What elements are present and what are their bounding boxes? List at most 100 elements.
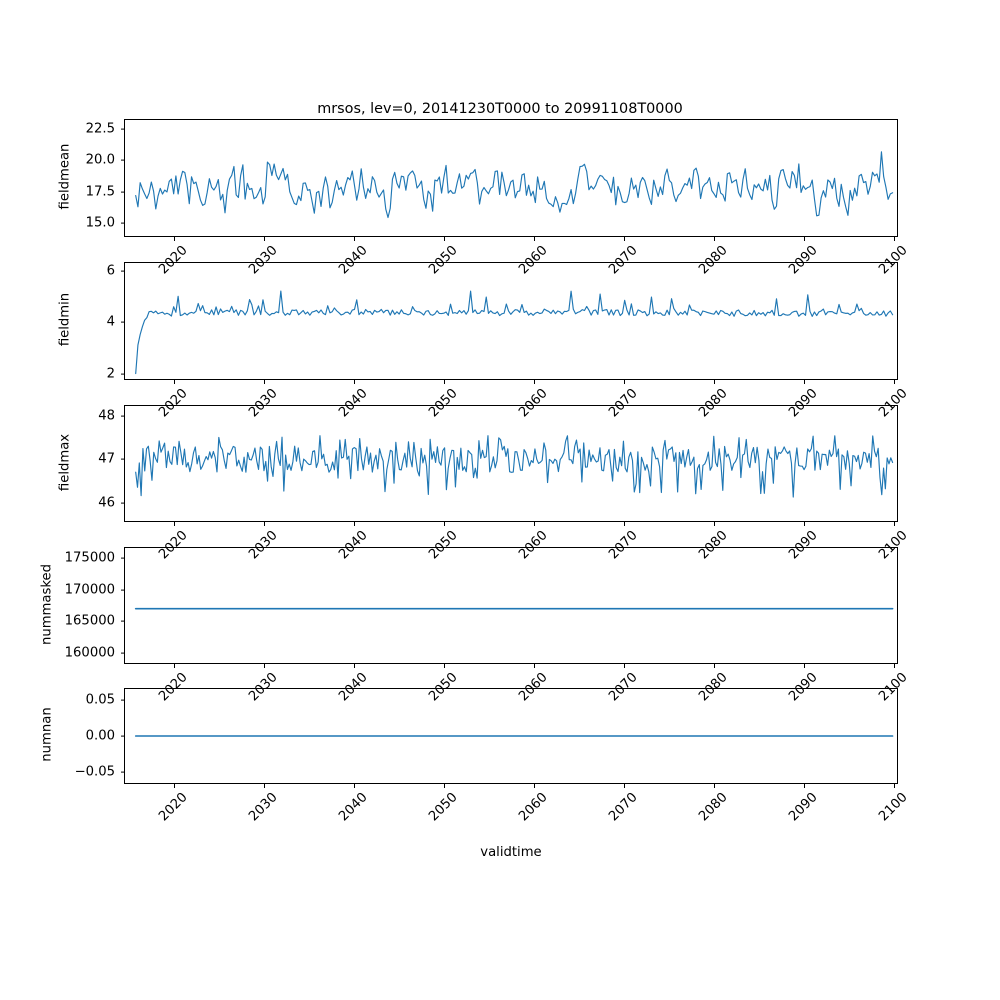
x-tick-mark-4-7 [803,784,805,788]
x-tick-mark-2-3 [443,522,445,526]
chart-title: mrsos, lev=0, 20141230T0000 to 20991108T… [317,101,683,117]
x-tick-mark-2-7 [803,522,805,526]
x-tick-mark-2-0 [173,522,175,526]
x-tick-mark-3-2 [353,664,355,668]
y-tick-mark-fieldmax-0 [120,502,124,503]
data-line-fieldmax [135,435,894,498]
x-tick-mark-1-3 [443,380,445,384]
y-tick-label-numnan-0: −0.05 [74,764,115,780]
x-tick-mark-0-3 [443,237,445,241]
axes-frame-fieldmin [124,262,898,380]
y-tick-label-nummasked-1: 165000 [64,613,115,629]
x-tick-mark-1-6 [713,380,715,384]
x-tick-mark-1-0 [173,380,175,384]
y-tick-label-fieldmin-0: 2 [106,366,115,382]
x-tick-mark-4-3 [443,784,445,788]
y-axis-label-fieldmean: fieldmean [57,143,73,210]
y-tick-label-fieldmin-2: 6 [106,263,115,279]
x-tick-mark-4-5 [623,784,625,788]
y-tick-label-numnan-2: 0.05 [85,692,115,708]
y-tick-mark-fieldmax-1 [120,458,124,460]
data-line-fieldmean [135,151,894,219]
y-tick-label-fieldmax-1: 47 [98,451,115,467]
x-tick-mark-4-8 [893,784,895,788]
x-tick-mark-4-0 [173,784,175,788]
y-tick-label-fieldmean-0: 15.0 [85,215,115,231]
y-tick-label-nummasked-2: 170000 [64,582,115,598]
x-tick-mark-1-4 [533,380,535,384]
y-tick-mark-numnan-1 [120,735,124,737]
x-tick-mark-3-1 [263,664,265,668]
x-tick-mark-1-1 [263,380,265,384]
y-axis-label-nummasked: nummasked [39,563,55,645]
y-tick-mark-nummasked-0 [120,652,124,654]
y-tick-mark-fieldmean-0 [120,222,124,224]
x-tick-mark-3-0 [173,664,175,668]
x-tick-mark-3-7 [803,664,805,668]
x-tick-mark-3-4 [533,664,535,668]
axes-frame-fieldmax [124,405,898,522]
x-tick-mark-0-1 [263,237,265,241]
y-tick-mark-fieldmin-1 [120,321,124,323]
y-tick-mark-fieldmin-0 [120,373,124,374]
x-tick-mark-3-8 [893,664,895,668]
axes-frame-nummasked [124,547,898,664]
x-tick-mark-2-4 [533,522,535,526]
y-tick-mark-nummasked-3 [120,557,124,559]
plot-canvas-fieldmin [135,290,894,375]
x-tick-mark-0-4 [533,237,535,241]
x-tick-mark-2-5 [623,522,625,526]
x-tick-mark-4-1 [263,784,265,788]
plot-canvas-fieldmean [135,151,894,219]
x-tick-mark-1-7 [803,380,805,384]
x-tick-mark-0-5 [623,237,625,241]
x-tick-mark-0-8 [893,237,895,241]
x-tick-mark-3-6 [713,664,715,668]
y-tick-label-nummasked-3: 175000 [64,550,115,566]
y-tick-label-fieldmax-0: 46 [98,495,115,510]
y-tick-label-nummasked-0: 160000 [64,645,115,661]
data-line-fieldmin [135,290,894,375]
y-tick-label-fieldmin-1: 4 [106,314,115,330]
x-tick-mark-3-5 [623,664,625,668]
x-axis-label: validtime [480,845,542,860]
x-tick-mark-2-8 [893,522,895,526]
y-tick-label-numnan-1: 0.00 [85,728,115,744]
x-tick-mark-4-2 [353,784,355,788]
x-tick-mark-0-0 [173,237,175,241]
y-tick-mark-nummasked-2 [120,589,124,591]
y-axis-label-numnan: numnan [39,707,55,762]
plot-canvas-nummasked [134,607,894,610]
x-tick-mark-1-8 [893,380,895,384]
y-tick-label-fieldmean-1: 17.5 [85,184,115,200]
y-tick-mark-numnan-2 [120,699,124,701]
y-tick-mark-fieldmean-2 [120,160,124,161]
plot-canvas-fieldmax [135,435,894,498]
x-tick-mark-0-6 [713,237,715,241]
plot-canvas-numnan [134,735,894,737]
x-tick-mark-0-7 [803,237,805,241]
y-tick-mark-fieldmean-3 [120,128,124,130]
subplot-numnan [124,688,898,784]
y-tick-label-fieldmax-2: 48 [98,408,115,424]
y-tick-mark-nummasked-1 [120,620,124,622]
y-tick-mark-numnan-0 [120,771,124,773]
axes-frame-fieldmean [124,119,898,237]
subplot-fieldmax [124,405,898,522]
y-tick-mark-fieldmax-2 [120,415,124,417]
y-axis-label-fieldmax: fieldmax [57,433,73,491]
subplot-fieldmin [124,262,898,380]
y-tick-mark-fieldmin-2 [120,270,124,272]
y-tick-label-fieldmean-3: 22.5 [85,121,115,137]
x-tick-mark-2-1 [263,522,265,526]
x-tick-mark-4-6 [713,784,715,788]
x-tick-mark-0-2 [353,237,355,241]
subplot-fieldmean [124,119,898,237]
x-tick-mark-1-5 [623,380,625,384]
y-tick-label-fieldmean-2: 20.0 [85,152,115,168]
x-tick-mark-4-4 [533,784,535,788]
x-tick-mark-1-2 [353,380,355,384]
y-tick-mark-fieldmean-1 [120,191,124,193]
x-tick-mark-2-2 [353,522,355,526]
